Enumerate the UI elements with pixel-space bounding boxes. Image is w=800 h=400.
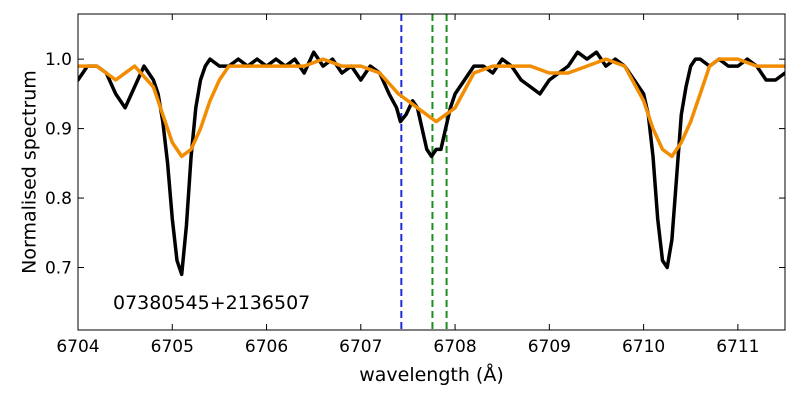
- reference-lines: [400, 14, 448, 330]
- x-tick-label: 6710: [622, 337, 665, 357]
- y-axis-title: Normalised spectrum: [19, 70, 41, 274]
- plot-frame: [77, 13, 786, 331]
- y-tick-label: 0.7: [45, 258, 72, 278]
- y-axis-ticks: 0.7 0.8 0.9 1.0: [45, 50, 785, 278]
- y-tick-label: 0.8: [45, 189, 72, 209]
- x-tick-label: 6709: [528, 337, 571, 357]
- series-line-2: [78, 57, 785, 159]
- y-tick-label: 1.0: [45, 50, 72, 70]
- series-line-1: [78, 50, 785, 277]
- x-axis-ticks: 6704 6705 6706 6707 6708 6709 6710 6711: [56, 14, 759, 357]
- x-tick-label: 6705: [151, 337, 194, 357]
- series-lines: [78, 50, 785, 277]
- x-axis-title: wavelength (Å): [359, 363, 504, 386]
- x-tick-label: 6711: [716, 337, 759, 357]
- x-tick-label: 6707: [339, 337, 382, 357]
- star-id-annotation: 07380545+2136507: [113, 292, 310, 314]
- x-tick-label: 6704: [56, 337, 99, 357]
- x-tick-label: 6706: [245, 337, 288, 357]
- x-tick-label: 6708: [433, 337, 476, 357]
- y-tick-label: 0.9: [45, 120, 72, 140]
